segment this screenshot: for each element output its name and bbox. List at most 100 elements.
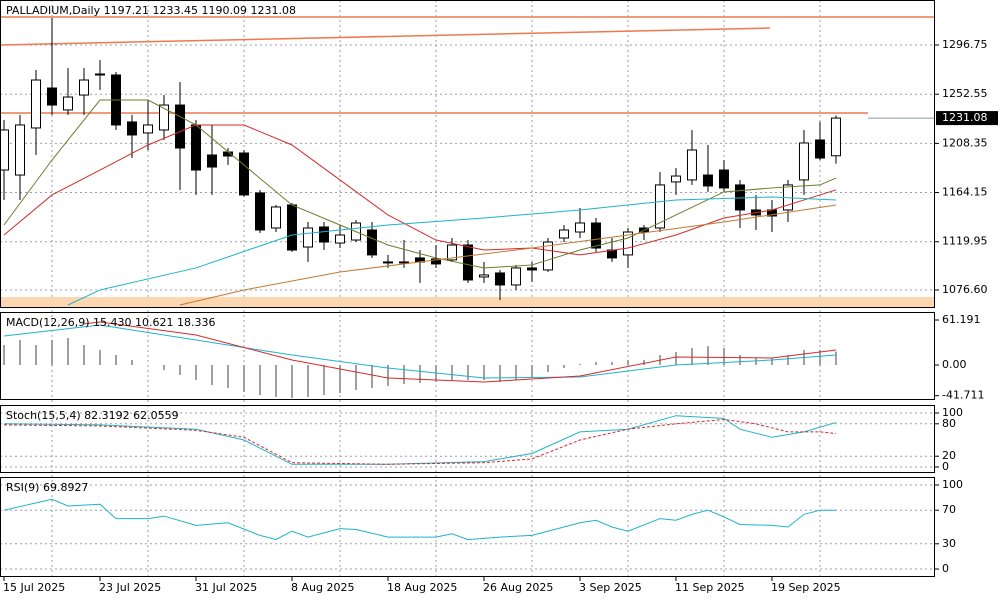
x-tick-label: 8 Aug 2025: [291, 581, 354, 594]
candle-body: [126, 121, 137, 136]
panel-title: Stoch(15,5,4) 82.3192 62.0559: [6, 409, 179, 422]
y-tick-label: 1076.60: [942, 283, 988, 296]
histogram-bar: [482, 365, 485, 381]
histogram-bar: [2, 345, 5, 366]
histogram-bar: [834, 351, 837, 366]
candle-body: [494, 272, 505, 286]
histogram-bar: [706, 346, 709, 366]
candle-body: [30, 79, 41, 129]
last-price-box: [936, 111, 998, 126]
histogram-bar: [338, 365, 341, 394]
histogram-bar: [66, 338, 69, 366]
histogram-bar: [738, 355, 741, 366]
candle-body: [574, 222, 585, 233]
histogram-bar: [210, 365, 213, 386]
x-tick-label: 26 Aug 2025: [483, 581, 553, 594]
histogram-bar: [194, 365, 197, 381]
y-tick-label: 0.00: [942, 358, 967, 371]
histogram-bar: [418, 365, 421, 384]
y-tick-label: 30: [942, 537, 956, 550]
indicator-line: [83, 321, 837, 383]
histogram-bar: [242, 365, 245, 392]
histogram-bar: [786, 355, 789, 366]
histogram-bar: [274, 365, 277, 397]
panel-frame: [0, 312, 935, 400]
candle-body: [190, 124, 201, 171]
indicator-line: [3, 498, 836, 541]
x-tick-label: 19 Sep 2025: [771, 581, 841, 594]
candle-body: [94, 73, 105, 76]
candle-body: [654, 184, 665, 229]
histogram-bar: [322, 365, 325, 396]
histogram-bar: [306, 365, 309, 397]
indicator-line: [3, 99, 837, 269]
zone: [0, 296, 935, 308]
histogram-bar: [98, 350, 101, 366]
indicator-line: [3, 415, 837, 465]
y-tick-label: 20: [942, 449, 956, 462]
indicator-line: [3, 124, 837, 256]
histogram-bar: [642, 360, 645, 366]
candle-body: [382, 261, 393, 264]
candle-body: [78, 79, 89, 96]
candle-body: [462, 244, 473, 281]
y-tick-label: 1164.15: [942, 186, 988, 199]
histogram-bar: [626, 360, 629, 366]
candle-body: [238, 152, 249, 196]
candle-body: [798, 142, 809, 181]
candle-body: [510, 267, 521, 286]
histogram-bar: [386, 365, 389, 387]
y-tick-label: 100: [942, 406, 963, 419]
panel-frame: [0, 405, 935, 473]
y-tick-label: 1296.75: [942, 38, 988, 51]
candle-body: [830, 117, 841, 157]
histogram-bar: [674, 351, 677, 366]
candle-body: [670, 175, 681, 183]
y-tick-label: 80: [942, 417, 956, 430]
candle-body: [270, 206, 281, 229]
candle-body: [334, 234, 345, 244]
histogram-bar: [290, 365, 293, 399]
last-price-label: 1231.08: [942, 111, 988, 124]
histogram-bar: [354, 365, 357, 391]
y-tick-label: 1208.35: [942, 136, 988, 149]
histogram-bar: [162, 365, 165, 371]
candle-body: [142, 124, 153, 134]
candle-body: [686, 149, 697, 181]
panel-frame: [0, 477, 935, 577]
histogram-bar: [258, 365, 261, 396]
candle-body: [286, 204, 297, 251]
x-tick-label: 3 Sep 2025: [579, 581, 642, 594]
histogram-bar: [530, 365, 533, 379]
candle-body: [206, 154, 217, 168]
panel-title: PALLADIUM,Daily 1197.21 1233.45 1190.09 …: [6, 4, 296, 17]
histogram-bar: [754, 358, 757, 366]
candle-body: [62, 96, 73, 111]
histogram-bar: [562, 365, 565, 369]
candle-body: [590, 222, 601, 249]
candle-body: [174, 104, 185, 149]
candle-body: [46, 87, 57, 106]
y-tick-label: 0: [942, 562, 949, 575]
indicator-line: [67, 196, 836, 306]
candle-body: [0, 129, 9, 171]
histogram-bar: [50, 340, 53, 366]
y-tick-label: 0: [942, 460, 949, 473]
histogram-bar: [578, 363, 581, 366]
panel: [0, 412, 935, 468]
candle-body: [318, 226, 329, 243]
x-tick-label: 23 Jul 2025: [99, 581, 161, 594]
candle-body: [558, 229, 569, 239]
histogram-bar: [402, 365, 405, 384]
indicator-line: [3, 418, 837, 465]
histogram-bar: [82, 345, 85, 366]
x-tick-label: 31 Jul 2025: [195, 581, 257, 594]
indicator-line: [3, 324, 837, 379]
level-line: [0, 27, 770, 46]
y-tick-label: 61.191: [942, 313, 981, 326]
candle-body: [398, 261, 409, 264]
x-tick-label: 15 Jul 2025: [3, 581, 65, 594]
panel: [0, 484, 935, 570]
x-tick-label: 11 Sep 2025: [675, 581, 745, 594]
histogram-bar: [370, 365, 373, 389]
